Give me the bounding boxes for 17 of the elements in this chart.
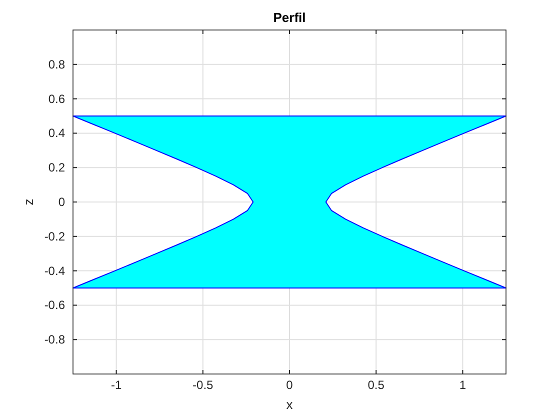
x-tick-label: -1	[110, 378, 122, 392]
x-axis-title: x	[286, 397, 294, 412]
y-tick-label: -0.8	[44, 332, 66, 347]
x-tick-label: -0.5	[192, 378, 214, 392]
y-tick-label: 0.4	[48, 126, 66, 140]
y-tick-label: 0.8	[48, 57, 66, 72]
y-tick-label: -0.2	[44, 229, 66, 244]
y-tick-label: 0.6	[48, 92, 66, 106]
y-tick-label: 0.2	[48, 160, 66, 175]
x-tick-label: 1	[459, 378, 466, 392]
y-tick-label: -0.6	[44, 298, 66, 312]
y-tick-label: 0	[58, 195, 66, 209]
x-tick-label: 0	[286, 378, 294, 392]
y-axis-title: z	[21, 198, 36, 206]
y-tick-label: -0.4	[44, 264, 66, 278]
chart-title: Perfil	[273, 10, 306, 25]
x-tick-label: 0.5	[368, 378, 385, 392]
